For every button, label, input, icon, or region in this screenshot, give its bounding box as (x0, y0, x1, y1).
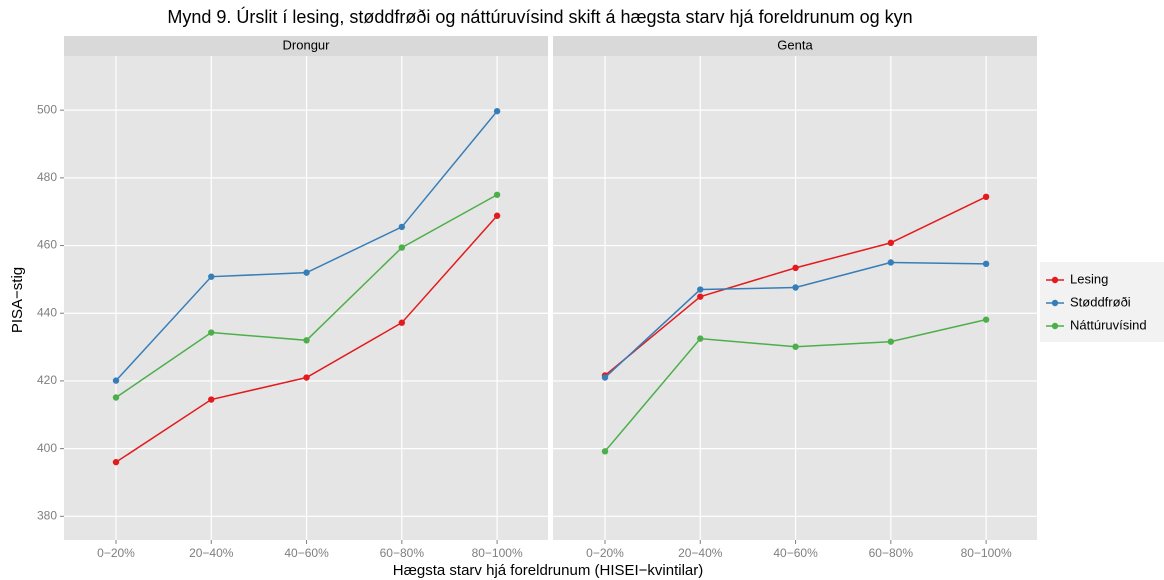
point (697, 293, 704, 300)
point (792, 264, 799, 272)
strip-label: Drongur (283, 37, 331, 52)
point (697, 286, 704, 293)
point (303, 337, 310, 344)
y-tick-label: 500 (37, 102, 57, 116)
strip (553, 36, 1037, 56)
y-tick-label: 400 (37, 441, 57, 455)
x-tick-label: 80−100% (472, 546, 523, 560)
y-tick-label: 460 (37, 238, 57, 252)
point (493, 107, 501, 115)
legend-label: Náttúruvísind (1070, 317, 1147, 332)
x-tick-label: 40−60% (773, 546, 818, 560)
point (208, 273, 215, 280)
y-tick-label: 440 (37, 305, 57, 319)
legend-box (1040, 262, 1164, 342)
point (112, 377, 120, 384)
point (398, 244, 406, 251)
legend-point (1051, 276, 1059, 284)
point (982, 193, 990, 200)
point (792, 343, 799, 350)
legend-label: Lesing (1070, 271, 1108, 286)
x-tick-label: 60−80% (380, 546, 425, 560)
point (112, 394, 120, 401)
strip (64, 36, 548, 56)
point (398, 223, 406, 231)
y-tick-label: 420 (37, 373, 57, 387)
x-tick-label: 20−40% (189, 546, 234, 560)
point (887, 338, 895, 345)
point (982, 316, 990, 323)
y-axis-label: PISA−stig (9, 267, 26, 333)
chart-title: Mynd 9. Úrslit í lesing, støddfrøði og n… (167, 6, 912, 27)
point (697, 335, 704, 342)
x-tick-label: 0−20% (97, 546, 135, 560)
point (887, 239, 895, 247)
x-tick-label: 0−20% (586, 546, 624, 560)
strip-label: Genta (777, 37, 813, 52)
point (601, 448, 609, 455)
x-tick-label: 40−60% (284, 546, 329, 560)
y-tick-label: 480 (37, 170, 57, 184)
y-tick-label: 380 (37, 508, 57, 522)
legend-point (1051, 299, 1059, 307)
legend-point (1051, 322, 1059, 330)
point (792, 284, 799, 291)
x-tick-label: 80−100% (961, 546, 1012, 560)
legend-label: Støddfrøði (1070, 294, 1131, 309)
point (493, 212, 501, 219)
point (493, 191, 501, 198)
point (208, 329, 215, 336)
point (398, 319, 406, 326)
x-tick-label: 20−40% (678, 546, 723, 560)
point (887, 259, 895, 266)
x-axis-label: Hægsta starv hjá foreldrunum (HISEI−kvin… (393, 562, 704, 579)
point (601, 374, 609, 381)
point (112, 458, 120, 466)
point (303, 374, 310, 381)
x-tick-label: 60−80% (869, 546, 914, 560)
point (303, 269, 310, 276)
point (208, 396, 215, 403)
point (982, 260, 990, 268)
